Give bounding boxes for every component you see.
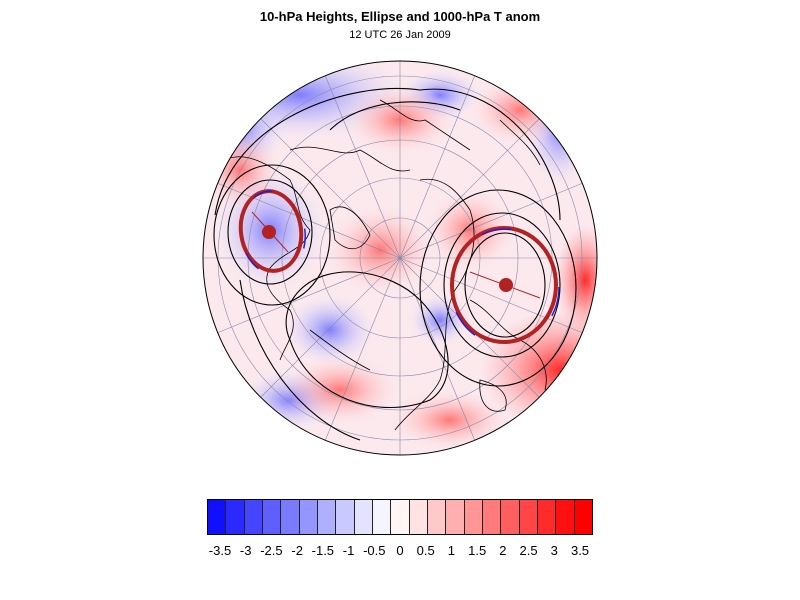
colorbar-segment [281,500,300,534]
colorbar-tick-label: -0.5 [363,543,386,558]
colorbar-segment [409,500,428,534]
colorbar-segment [299,500,318,534]
colorbar-segment [244,500,263,534]
ellipse-right [450,226,558,344]
colorbar-segment [556,500,575,534]
colorbar-tick-label: -3 [239,543,252,558]
colorbar-tick-label: 0.5 [416,543,435,558]
colorbar-segment [574,500,592,534]
colorbar-tick-label: -3.5 [208,543,232,558]
colorbar-tick-label: -1.5 [311,543,335,558]
colorbar-tick-label: 3 [550,543,558,558]
colorbar-segment [372,500,392,534]
height-contours [213,87,577,441]
colorbar [207,499,593,535]
globe-outline [202,60,598,456]
colorbar-segment [464,500,483,534]
colorbar-segment [226,500,245,534]
colorbar-tick-label: 0 [396,543,404,558]
colorbar-segment [482,500,502,534]
colorbar-segment [354,500,373,534]
colorbar-segment [519,500,538,534]
colorbar-labels: -3.5 -3 -2.5 -2 -1.5 -1 -0.5 0 0.5 1 1.5 2 2.5 3 3.5 [0,543,800,561]
colorbar-tick-label: -2 [291,543,303,558]
colorbar-segment [427,500,447,534]
colorbar-segment [391,500,410,534]
colorbar-tick-label: 2.5 [519,543,538,558]
colorbar-tick-label: 2 [499,543,507,558]
colorbar-tick-label: 1.5 [468,543,487,558]
colorbar-segment [317,500,337,534]
colorbar-segment [501,500,520,534]
vortex-ellipses [238,189,560,346]
colorbar-segment [208,500,227,534]
colorbar-tick-label: -2.5 [260,543,283,558]
colorbar-tick-label: 1 [447,543,456,558]
colorbar-tick-label: 3.5 [570,543,590,558]
plot-title: 10-hPa Heights, Ellipse and 1000-hPa T a… [259,9,541,24]
colorbar-segment [262,500,282,534]
colorbar-segment [336,500,355,534]
polar-map [202,60,598,456]
colorbar-tick-label: -1 [342,543,355,558]
graticule [203,61,597,455]
colorbar-segment [537,500,557,534]
plot-subtitle: 12 UTC 26 Jan 2009 [349,29,451,41]
colorbar-segment [446,500,465,534]
